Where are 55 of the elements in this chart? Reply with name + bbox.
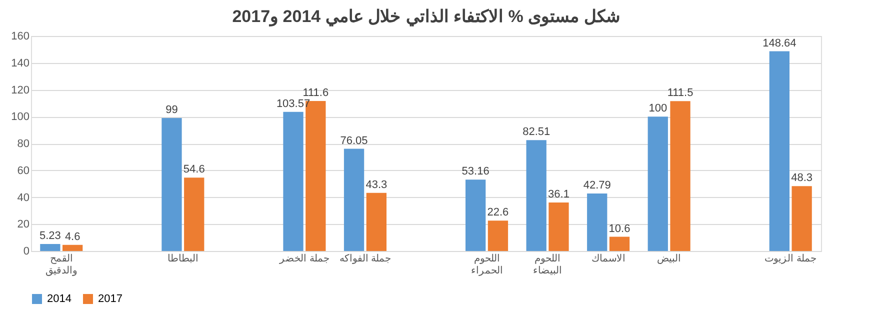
bar bbox=[162, 118, 182, 251]
y-tick-label: 120 bbox=[11, 84, 30, 96]
bar bbox=[587, 194, 608, 251]
data-label: 99 bbox=[166, 104, 178, 116]
data-label: 36.1 bbox=[548, 188, 570, 200]
data-label: 5.23 bbox=[39, 230, 61, 242]
bar bbox=[792, 186, 812, 251]
y-tick-label: 160 bbox=[11, 30, 30, 42]
data-label: 100 bbox=[648, 102, 668, 115]
bar bbox=[40, 244, 60, 251]
bar bbox=[62, 244, 83, 251]
bar bbox=[366, 192, 386, 251]
bar bbox=[283, 112, 304, 251]
legend-label: 2014 bbox=[47, 293, 72, 305]
data-label: 54.6 bbox=[183, 164, 205, 176]
x-tick-label: اللحوم الحمراء bbox=[470, 254, 503, 276]
bar bbox=[488, 220, 508, 251]
x-tick-label: جملة الزيوت bbox=[764, 254, 817, 264]
data-label: 10.6 bbox=[608, 222, 630, 235]
data-label: 111.5 bbox=[667, 87, 694, 100]
legend-label: 2017 bbox=[98, 293, 122, 305]
bar bbox=[769, 51, 790, 251]
y-tick-label: 140 bbox=[11, 57, 30, 70]
y-tick-label: 80 bbox=[17, 138, 30, 150]
data-label: 148.64 bbox=[762, 37, 796, 50]
data-label: 42.79 bbox=[583, 180, 611, 192]
bar bbox=[526, 140, 546, 251]
bar bbox=[344, 148, 364, 251]
data-label: 4.6 bbox=[64, 230, 80, 243]
y-tick-label: 100 bbox=[11, 111, 30, 124]
x-tick-label: اللحوم البيضاء bbox=[533, 254, 562, 276]
data-label: 82.51 bbox=[522, 126, 550, 138]
y-tick-label: 20 bbox=[17, 218, 30, 231]
y-tick-label: 40 bbox=[17, 192, 30, 204]
x-tick-label: القمح والدقيق bbox=[45, 254, 78, 276]
data-label: 53.16 bbox=[462, 166, 490, 178]
bar bbox=[648, 116, 668, 251]
bar bbox=[670, 101, 690, 251]
bar bbox=[609, 236, 630, 251]
bar bbox=[466, 180, 486, 251]
data-label: 22.6 bbox=[487, 206, 509, 219]
x-tick-label: البيض bbox=[657, 254, 682, 264]
data-label: 48.3 bbox=[791, 172, 813, 184]
x-tick-label: جملة الخضر bbox=[278, 254, 330, 264]
data-label: 111.6 bbox=[302, 87, 329, 100]
bar bbox=[548, 202, 569, 251]
x-tick-label: الاسماك bbox=[591, 254, 626, 264]
bar bbox=[184, 178, 204, 251]
data-label: 43.3 bbox=[366, 178, 388, 191]
x-tick-label: البطاطا bbox=[167, 254, 198, 264]
y-tick-label: 60 bbox=[17, 164, 30, 177]
y-tick-label: 0 bbox=[23, 246, 30, 258]
chart-title: شكل مستوى % الاكتفاء الذاتي خلال عامي 2014 و2017 bbox=[232, 7, 620, 27]
x-tick-label: جملة الفواكه bbox=[339, 254, 392, 264]
data-label: 76.05 bbox=[340, 134, 368, 147]
